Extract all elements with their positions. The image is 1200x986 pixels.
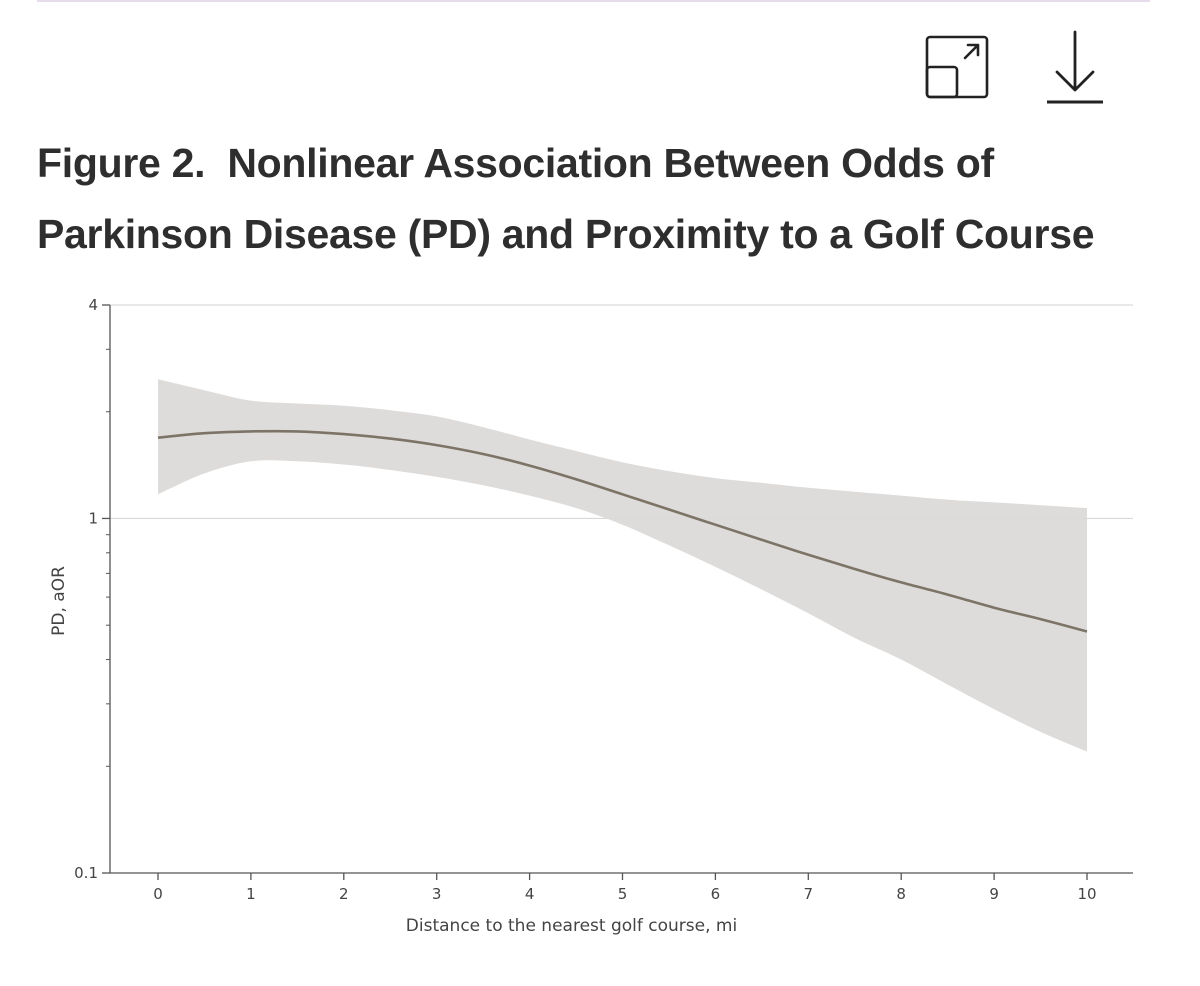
x-tick-label: 4	[525, 885, 535, 903]
x-axis-title: Distance to the nearest golf course, mi	[406, 916, 737, 936]
y-axis-title: PD, aOR	[49, 566, 69, 636]
x-tick-label: 1	[246, 885, 256, 903]
x-tick-label: 2	[339, 885, 349, 903]
chart-area: 0.1 1 4 0 1 2 3 4 5 6 7 8 9 10 Distance to the nearest…	[0, 280, 1200, 960]
x-tick-label: 6	[711, 885, 721, 903]
expand-icon	[925, 35, 989, 99]
estimate-line	[157, 429, 1088, 633]
download-figure-button[interactable]	[1044, 28, 1106, 108]
y-tick-label: 1	[88, 509, 98, 527]
expand-figure-button[interactable]	[922, 33, 992, 101]
figure-title-text: Nonlinear Association Between Odds of Pa…	[37, 140, 1095, 257]
figure-title: Figure 2. Nonlinear Association Between …	[37, 128, 1167, 270]
confidence-band	[158, 379, 1087, 752]
chart-svg: 0.1 1 4 0 1 2 3 4 5 6 7 8 9 10 Distance to the nearest…	[49, 296, 1133, 936]
figure-label: Figure 2.	[37, 140, 206, 186]
x-tick-label: 8	[896, 885, 906, 903]
y-tick-label: 0.1	[74, 864, 98, 882]
x-tick-label: 10	[1077, 885, 1096, 903]
x-tick-label: 7	[804, 885, 814, 903]
top-divider	[37, 0, 1150, 2]
x-tick-label: 3	[432, 885, 442, 903]
y-tick-label: 4	[88, 296, 98, 314]
download-icon	[1047, 30, 1103, 104]
x-tick-label: 0	[153, 885, 163, 903]
x-tick-label: 9	[989, 885, 999, 903]
x-tick-label: 5	[618, 885, 628, 903]
